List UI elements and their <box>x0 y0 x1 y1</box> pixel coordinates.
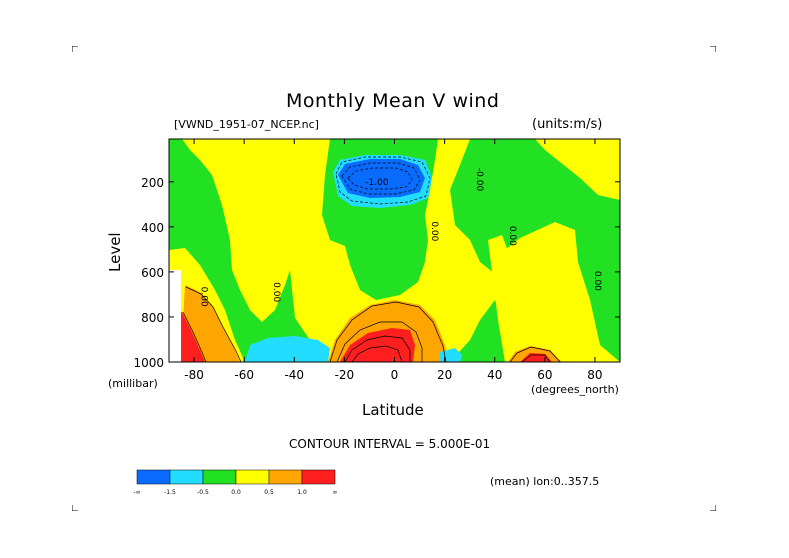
legend-swatch <box>235 469 270 485</box>
legend-swatch <box>202 469 237 485</box>
region-orange-sp <box>183 285 240 362</box>
contour-labels: -1.00 0.00 0.00 0.00 0.00 -0.00 0.00 <box>199 168 602 307</box>
x-axis-title: Latitude <box>362 401 424 419</box>
legend-swatch <box>268 469 303 485</box>
legend-tick-label: 1.0 <box>297 489 307 496</box>
y-tick-label: 1000 <box>133 356 164 370</box>
x-tick-label: -40 <box>284 368 304 382</box>
region-missing-data <box>169 270 181 362</box>
color-legend: -∞ -1.5 -0.5 0.0 0.5 1.0 ∞ <box>133 469 338 496</box>
y-tick-label: 600 <box>141 266 164 280</box>
contour-label: 0.00 <box>199 287 209 307</box>
y-axis-ticks: 200 400 600 800 1000 <box>133 176 620 370</box>
legend-tick-label: 0.0 <box>231 489 241 496</box>
x-tick-label: -60 <box>234 368 254 382</box>
x-tick-label: 80 <box>587 368 602 382</box>
region-yellow-np-mid <box>488 235 545 362</box>
contour-label: -0.00 <box>474 168 484 192</box>
contour-interval: CONTOUR INTERVAL = 5.000E-01 <box>289 437 491 451</box>
x-unit-label: (degrees_north) <box>531 383 619 396</box>
x-tick-label: -20 <box>335 368 355 382</box>
contour-label: 0.00 <box>271 282 281 302</box>
contour-lines <box>182 156 561 362</box>
legend-swatch <box>169 469 204 485</box>
y-tick-label: 200 <box>141 176 164 190</box>
x-tick-label: 0 <box>391 368 399 382</box>
legend-tick-label: 0.5 <box>264 489 274 496</box>
legend-swatch <box>301 469 336 485</box>
legend-tick-label: -∞ <box>133 489 140 496</box>
region-blue-upper <box>338 159 425 198</box>
contour-label: -1.00 <box>365 178 389 188</box>
region-cyan-sfc-sh <box>245 336 330 362</box>
y-tick-label: 400 <box>141 221 164 235</box>
legend-tick-label: ∞ <box>333 489 338 496</box>
mean-label: (mean) lon:0..357.5 <box>490 475 600 488</box>
x-tick-label: 20 <box>437 368 452 382</box>
region-yellow-np <box>535 139 620 200</box>
legend-tick-label: -1.5 <box>164 489 176 496</box>
x-tick-label: 40 <box>487 368 502 382</box>
chart-title: Monthly Mean V wind <box>286 90 500 112</box>
y-unit-label: (millibar) <box>108 377 158 390</box>
legend-tick-label: -0.5 <box>197 489 209 496</box>
contour-label: 0.00 <box>429 221 439 241</box>
x-tick-label: 60 <box>537 368 552 382</box>
y-tick-label: 800 <box>141 311 164 325</box>
contour-label: 0.00 <box>592 271 602 291</box>
y-axis-title: Level <box>106 232 124 272</box>
contour-fill-layer <box>169 139 620 362</box>
x-axis-ticks: -80 -60 -40 -20 0 20 40 60 80 <box>184 139 603 382</box>
contour-label: 0.00 <box>507 226 517 246</box>
units-label: (units:m/s) <box>532 117 603 132</box>
region-green-island <box>370 285 386 300</box>
legend-swatch <box>136 469 171 485</box>
dataset-label: [VWND_1951-07_NCEP.nc] <box>174 118 319 131</box>
x-tick-label: -80 <box>184 368 204 382</box>
